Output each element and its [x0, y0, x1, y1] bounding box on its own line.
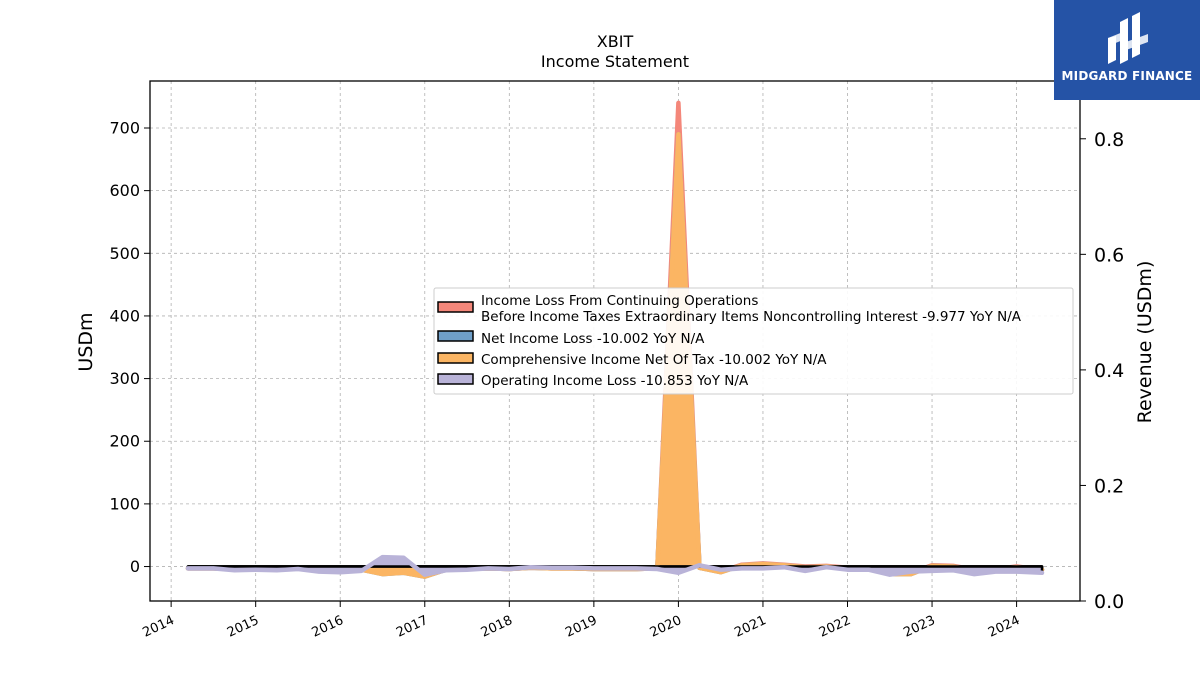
- legend-label: Income Loss From Continuing Operations: [481, 293, 758, 309]
- midgard-finance-logo: MIDGARD FINANCE: [1054, 0, 1200, 100]
- y-tick-label: 700: [109, 118, 140, 137]
- y-tick-label: 600: [109, 181, 140, 200]
- x-axis: 2014 2015 2016 2017 2018 2019 2020 2021 2022 2023…: [140, 601, 1022, 641]
- chart-subtitle: Income Statement: [541, 52, 689, 71]
- x-tick-label: 2021: [732, 613, 768, 641]
- y-tick-label: 200: [109, 432, 140, 451]
- legend: Income Loss From Continuing OperationsBe…: [433, 287, 1074, 395]
- y-tick-label: 300: [109, 369, 140, 388]
- y-axis-label: USDm: [75, 312, 97, 371]
- y-right-tick-label: 0.2: [1094, 475, 1124, 497]
- x-tick-label: 2016: [310, 613, 346, 641]
- y-tick-label: 0: [130, 557, 140, 576]
- x-tick-label: 2020: [648, 613, 684, 641]
- legend-swatch: [437, 352, 474, 364]
- y-right-tick-label: 0.8: [1094, 129, 1124, 151]
- x-tick-label: 2017: [394, 613, 430, 641]
- x-tick-label: 2014: [140, 613, 176, 641]
- x-tick-label: 2015: [225, 613, 261, 641]
- legend-label: Net Income Loss -10.002 YoY N/A: [481, 331, 705, 347]
- x-tick-label: 2019: [563, 613, 599, 641]
- y-tick-label: 500: [109, 244, 140, 263]
- y-tick-label: 100: [109, 494, 140, 513]
- series-line-3: [185, 554, 1045, 577]
- legend-label: Before Income Taxes Extraordinary Items …: [481, 309, 1022, 325]
- y-axis-right: 0.0 0.2 0.4 0.6 0.8: [1080, 129, 1124, 613]
- logo-mark-icon: [1108, 12, 1148, 64]
- legend-label: Comprehensive Income Net Of Tax -10.002 …: [481, 352, 827, 368]
- legend-swatch: [437, 301, 474, 313]
- x-tick-label: 2023: [901, 613, 937, 641]
- y-axis-left: 0 100 200 300 400 500 600 700: [109, 118, 150, 576]
- x-tick-label: 2024: [986, 613, 1022, 641]
- x-tick-label: 2022: [817, 613, 853, 641]
- legend-box: [433, 287, 1074, 395]
- y-tick-label: 400: [109, 306, 140, 325]
- legend-label: Operating Income Loss -10.853 YoY N/A: [481, 373, 749, 389]
- series-areas: [185, 100, 1045, 579]
- y-axis-right-label: Revenue (USDm): [1134, 261, 1156, 424]
- x-tick-label: 2018: [479, 613, 515, 641]
- plot-frame: [149, 80, 1081, 602]
- legend-swatch: [437, 330, 474, 342]
- y-right-tick-label: 0.6: [1094, 244, 1124, 266]
- y-right-tick-label: 0.0: [1094, 591, 1124, 613]
- chart-title: XBIT: [597, 32, 634, 51]
- y-right-tick-label: 0.4: [1094, 360, 1124, 382]
- legend-swatch: [437, 373, 474, 385]
- logo-text: MIDGARD FINANCE: [1061, 69, 1193, 83]
